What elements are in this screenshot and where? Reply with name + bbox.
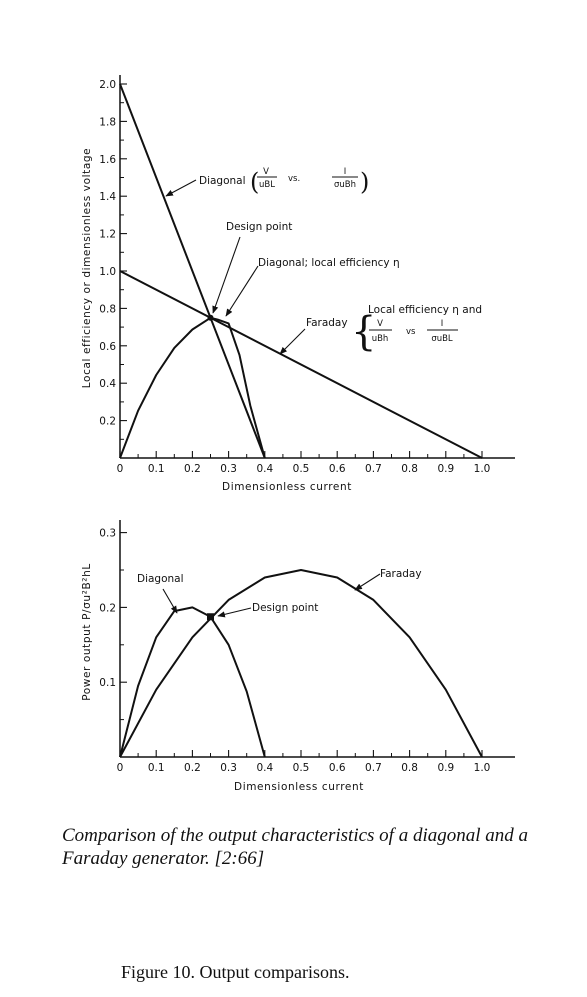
top-x-tick-label: 0.3 — [220, 463, 237, 475]
top-y-tick-label: 0.2 — [99, 416, 116, 428]
top-x-tick-label: 0.8 — [401, 463, 418, 475]
top-series-diagonal-v-ubl-vs-i-ubh — [119, 83, 266, 459]
top-design-point-annotation: Design point — [212, 221, 292, 314]
top-series — [119, 83, 483, 459]
top-series-faraday — [119, 270, 483, 459]
top-y-tick-label: 1.0 — [99, 266, 116, 278]
bottom-x-tick-label: 1.0 — [474, 762, 491, 774]
bottom-y-tick-label: 0.3 — [99, 528, 116, 540]
bottom-diagonal-label: Diagonal — [137, 573, 184, 585]
svg-text:σuBh: σuBh — [334, 180, 356, 190]
bottom-x-tick-label: 0.5 — [293, 762, 310, 774]
svg-text:I: I — [344, 167, 347, 177]
top-y-tick-label: 1.4 — [99, 191, 116, 203]
svg-text:I: I — [441, 319, 444, 329]
bottom-design-point-marker — [207, 613, 214, 621]
top-y-tick-label: 0.6 — [99, 341, 116, 353]
bottom-x-tick-label: 0 — [117, 762, 124, 774]
top-x-tick-label: 1.0 — [474, 463, 491, 475]
top-y-tick-label: 1.8 — [99, 116, 116, 128]
top-x-tick-label: 0.7 — [365, 463, 382, 475]
top-x-tick-label: 0.2 — [184, 463, 201, 475]
bottom-diagonal-annotation: Diagonal — [137, 573, 184, 614]
faraday-annotation: Faraday { Local efficiency η and V uBh v… — [279, 304, 482, 355]
top-y-tick-label: 0.8 — [99, 303, 116, 315]
top-x-tick-label: 0.5 — [293, 463, 310, 475]
diagonal-voltage-label: Diagonal — [199, 175, 246, 187]
svg-text:(: ( — [250, 168, 259, 196]
diagonal-voltage-annotation: Diagonal ( V uBL vs. I σuBh ) — [165, 167, 369, 197]
bottom-x-axis-title: Dimensionless current — [234, 781, 364, 793]
top-design-point-label: Design point — [226, 221, 292, 233]
top-x-tick-label: 0 — [117, 463, 124, 475]
bottom-x-tick-label: 0.7 — [365, 762, 382, 774]
bottom-x-tick-label: 0.3 — [220, 762, 237, 774]
bottom-y-ticks: 0.1 0.2 0.3 — [99, 528, 127, 721]
bottom-x-tick-label: 0.4 — [256, 762, 273, 774]
bottom-y-axis-title: Power output P/σu²B²hL — [81, 563, 93, 701]
bottom-x-tick-label: 0.9 — [437, 762, 454, 774]
svg-text:uBh: uBh — [372, 334, 389, 344]
bottom-x-tick-label: 0.1 — [148, 762, 165, 774]
top-x-tick-label: 0.4 — [256, 463, 273, 475]
bottom-chart: 0 0.1 0.2 0.3 0.4 0.5 0.6 0.7 0.8 0.9 1.0 0.10.20.… — [81, 520, 515, 793]
svg-text:vs: vs — [406, 327, 416, 337]
diagonal-efficiency-annotation: Diagonal; local efficiency η — [225, 257, 400, 317]
svg-text:vs.: vs. — [288, 174, 300, 184]
top-design-point-marker — [207, 314, 214, 321]
faraday-efficiency-label: Local efficiency η and — [368, 304, 482, 316]
svg-text:V: V — [377, 319, 383, 329]
figure-title: Figure 10. Output comparisons. — [121, 962, 350, 982]
svg-text:): ) — [360, 168, 369, 196]
bottom-faraday-annotation: Faraday — [354, 568, 422, 591]
bottom-faraday-label: Faraday — [380, 568, 422, 580]
top-y-tick-label: 2.0 — [99, 79, 116, 91]
bottom-x-tick-label: 0.6 — [329, 762, 346, 774]
top-series-diagonal-local-efficiency — [119, 316, 266, 459]
top-y-ticks: 0.2 0.4 0.6 0.8 1.0 1.2 1.4 1.6 1.8 2.0 — [99, 79, 127, 440]
bottom-y-tick-label: 0.1 — [99, 677, 116, 689]
svg-text:σuBL: σuBL — [431, 334, 453, 344]
top-chart: 0 0.1 0.2 0.3 0.4 0.5 0.6 0.7 0.8 0.9 1.0 0.20.40.… — [81, 75, 515, 493]
top-y-tick-label: 0.4 — [99, 378, 116, 390]
bottom-design-point-annotation: Design point — [217, 602, 318, 618]
svg-text:uBL: uBL — [259, 180, 275, 190]
top-y-tick-label: 1.6 — [99, 154, 116, 166]
diagonal-efficiency-label: Diagonal; local efficiency η — [258, 257, 400, 269]
figure-caption: Comparison of the output characteristics… — [62, 825, 529, 869]
faraday-label: Faraday — [306, 317, 348, 329]
bottom-x-tick-label: 0.8 — [401, 762, 418, 774]
bottom-x-tick-label: 0.2 — [184, 762, 201, 774]
top-x-ticks: 0 0.1 0.2 0.3 0.4 0.5 0.6 0.7 0.8 0.9 1.0 — [117, 451, 491, 475]
bottom-y-tick-label: 0.2 — [99, 602, 116, 614]
top-y-axis-title: Local efficiency or dimensionless voltag… — [81, 148, 93, 388]
top-x-tick-label: 0.9 — [437, 463, 454, 475]
bottom-design-point-label: Design point — [252, 602, 318, 614]
svg-text:{: { — [351, 309, 376, 355]
bottom-x-ticks: 0 0.1 0.2 0.3 0.4 0.5 0.6 0.7 0.8 0.9 1.0 — [117, 750, 491, 774]
top-y-tick-label: 1.2 — [99, 229, 116, 241]
bottom-series-faraday — [119, 569, 483, 758]
top-x-axis-title: Dimensionless current — [222, 481, 352, 493]
top-x-tick-label: 0.1 — [148, 463, 165, 475]
svg-text:V: V — [263, 167, 269, 177]
bottom-series-diagonal — [119, 606, 266, 758]
bottom-series — [119, 569, 483, 758]
top-x-tick-label: 0.6 — [329, 463, 346, 475]
